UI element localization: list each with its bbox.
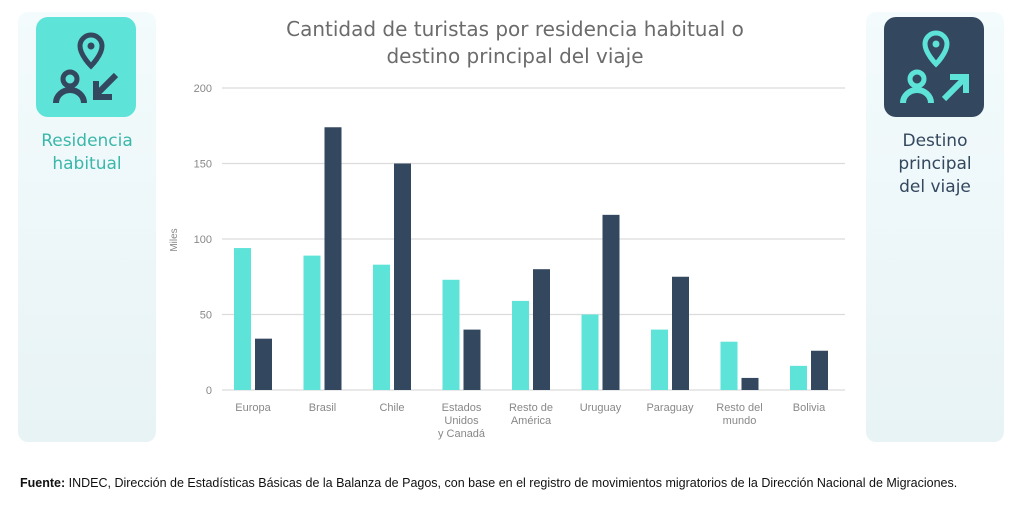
legend-label-destino: Destino principal del viaje [866,130,1004,199]
label-line: del viaje [899,177,971,197]
bar-residencia [512,300,529,390]
x-tick-label: Paraguay [646,402,694,414]
title-line: destino principal del viaje [386,44,644,68]
bar-destino [811,350,828,390]
bar-residencia [790,365,807,390]
bar-destino [394,163,411,390]
bar-destino [463,329,481,390]
x-tick-label: Europa [235,402,271,414]
bar-destino [672,276,689,390]
x-tick-label: Resto del [716,402,762,414]
source-note: Fuente: INDEC, Dirección de Estadísticas… [20,475,1020,491]
bar-destino [324,127,342,390]
title-line: Cantidad de turistas por residencia habi… [286,17,744,41]
label-line: habitual [52,154,122,174]
bar-residencia [651,329,668,390]
y-tick-label: 50 [200,310,212,322]
source-text: INDEC, Dirección de Estadísticas Básicas… [65,476,958,490]
x-tick-label: Bolivia [793,402,826,414]
bar-chart: 0 50 100 150 200 Miles Europa Brasil Chile Estado… [169,83,845,440]
x-tick-label: Brasil [309,402,337,414]
bar-residencia [234,248,251,390]
legend-panel-destino: Destino principal del viaje [866,12,1004,442]
bar-destino [533,269,550,390]
x-tick-label: Resto de [509,402,553,414]
label-line: principal [898,154,972,174]
bar-residencia [442,279,460,390]
label-line: Destino [902,131,968,151]
bar-residencia [303,255,321,390]
bar-residencia [373,264,390,390]
y-axis-label: Miles [169,228,180,251]
x-tick-label: Chile [379,402,404,414]
x-tick-label: Unidos [444,415,479,427]
x-tick-label: Estados [442,402,482,414]
legend-label-residencia: Residencia habitual [18,130,156,176]
legend-panel-residencia: Residencia habitual [18,12,156,442]
x-tick-label: y Canadá [438,428,486,440]
person-location-arrow-out-icon [884,17,984,117]
y-tick-label: 100 [194,234,212,246]
source-label: Fuente: [20,476,66,490]
x-tick-label: Uruguay [580,402,622,414]
y-tick-label: 200 [194,83,212,95]
x-tick-label: América [511,415,552,427]
bar-destino [741,377,759,390]
chart-title: Cantidad de turistas por residencia habi… [200,16,830,70]
y-tick-label: 0 [206,385,212,397]
x-tick-label: mundo [723,415,757,427]
bar-destino [255,338,272,390]
label-line: Residencia [41,131,133,151]
bar-residencia [720,341,738,390]
bar-destino [602,214,620,390]
bar-residencia [581,314,599,390]
y-tick-label: 150 [194,159,212,171]
person-location-arrow-in-icon [36,17,136,117]
